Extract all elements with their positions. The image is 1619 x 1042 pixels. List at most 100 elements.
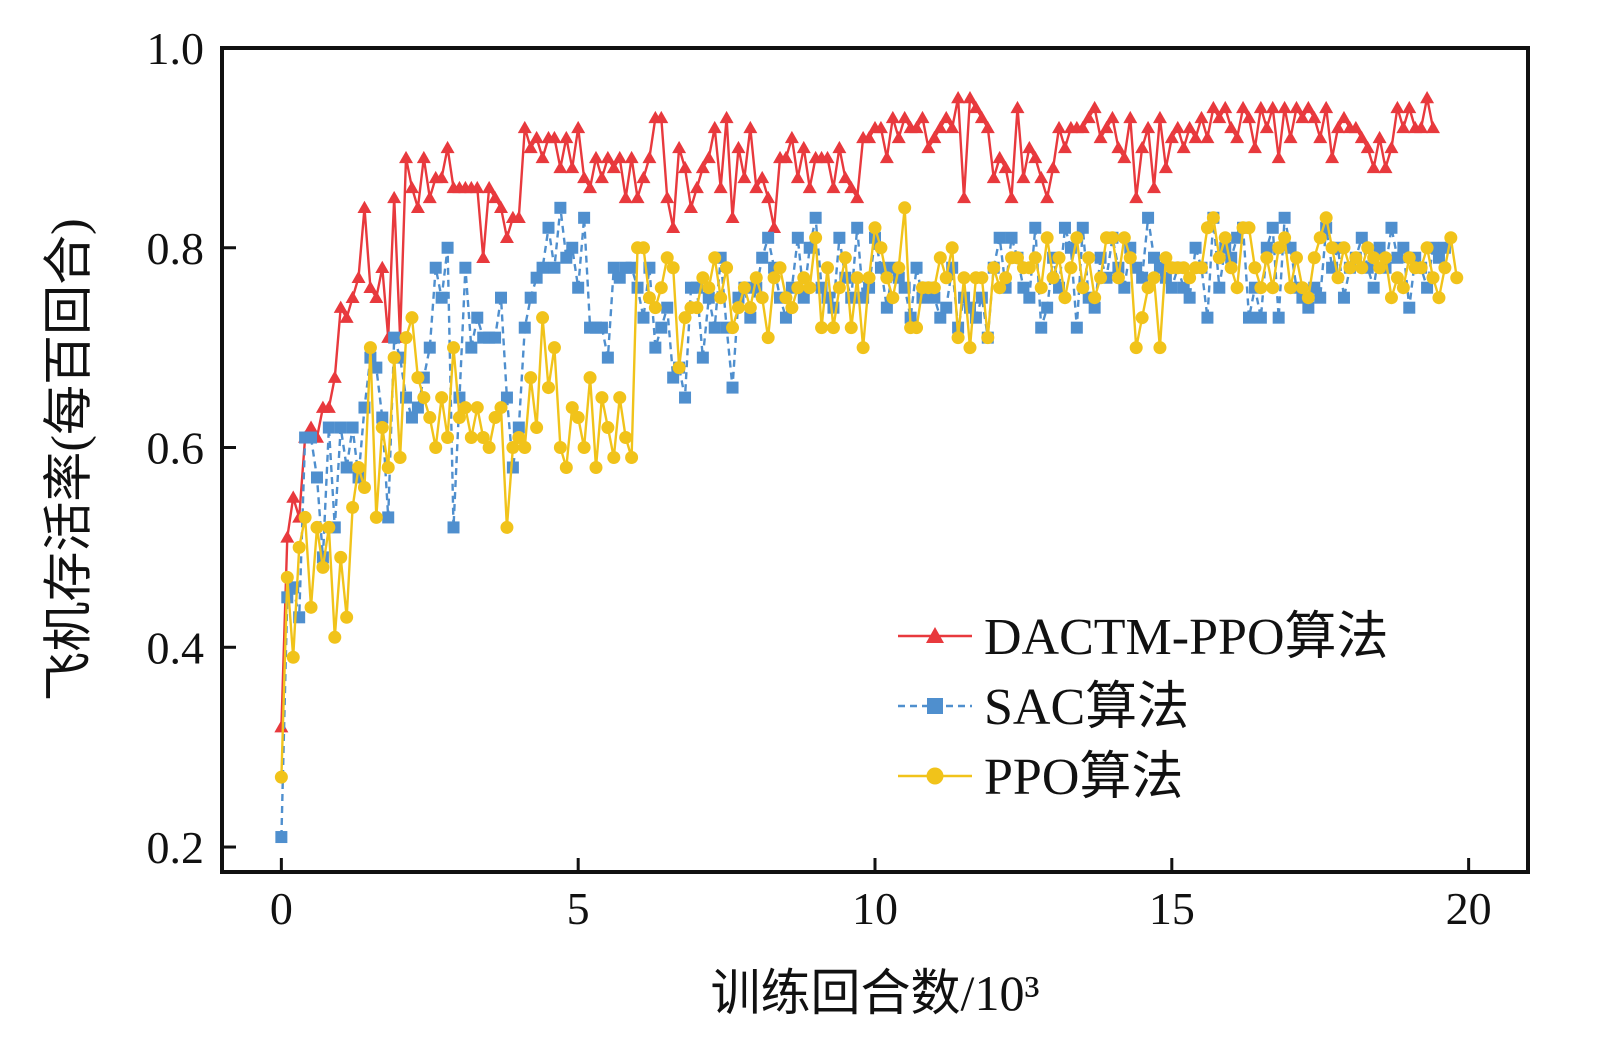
data-point-circle: [280, 570, 294, 584]
data-point-triangle: [767, 220, 782, 234]
data-point-circle: [963, 341, 977, 355]
data-point-circle: [1177, 261, 1191, 275]
legend-item: SAC算法: [898, 679, 1189, 736]
data-point-triangle: [974, 110, 989, 124]
data-point-triangle: [1004, 190, 1019, 204]
data-point-circle: [708, 251, 722, 265]
data-point-circle: [862, 271, 876, 285]
data-point-circle: [1367, 251, 1381, 265]
data-point-circle: [826, 321, 840, 335]
data-point-circle: [737, 281, 751, 295]
data-point-triangle: [333, 300, 348, 313]
data-point-triangle: [1241, 110, 1256, 124]
data-point-circle: [363, 341, 377, 355]
data-point-square: [1355, 231, 1368, 244]
data-point-square: [637, 311, 650, 324]
data-point-triangle: [1259, 120, 1274, 134]
data-point-circle: [476, 431, 490, 445]
data-point-circle: [1123, 251, 1137, 265]
data-point-circle: [1076, 281, 1090, 295]
data-point-triangle: [571, 120, 586, 134]
data-point-triangle: [280, 530, 295, 543]
data-point-triangle: [1200, 130, 1215, 144]
data-point-square: [560, 251, 573, 264]
data-point-triangle: [933, 120, 948, 134]
data-point-circle: [488, 411, 502, 425]
data-point-square: [1391, 251, 1404, 264]
data-point-triangle: [440, 140, 455, 154]
data-point-circle: [1289, 251, 1303, 265]
data-point-triangle: [660, 190, 675, 204]
data-point-triangle: [891, 130, 906, 144]
y-tick-label: 0.4: [147, 622, 205, 673]
data-point-circle: [423, 411, 437, 425]
data-point-triangle: [1384, 140, 1399, 154]
data-point-circle: [1426, 271, 1440, 285]
data-point-triangle: [404, 180, 419, 194]
data-point-triangle: [369, 290, 384, 303]
data-point-triangle: [1336, 110, 1351, 124]
data-point-circle: [809, 231, 823, 245]
data-point-circle: [292, 540, 306, 554]
data-point-square: [1432, 251, 1445, 264]
data-point-triangle: [992, 150, 1007, 164]
data-point-circle: [1147, 271, 1161, 285]
data-point-square: [851, 221, 864, 234]
data-point-triangle: [1390, 100, 1405, 114]
data-point-circle: [494, 401, 508, 415]
data-point-circle: [565, 401, 579, 415]
data-point-square: [1272, 311, 1285, 324]
x-axis-label: 训练回合数/10³: [711, 965, 1040, 1021]
data-point-circle: [1242, 221, 1256, 235]
data-point-square: [376, 411, 389, 424]
data-point-circle: [559, 460, 573, 474]
data-point-circle: [357, 480, 371, 494]
legend-label: PPO算法: [984, 749, 1183, 806]
data-point-triangle: [624, 150, 639, 164]
data-point-circle: [933, 251, 947, 265]
data-point-circle: [957, 271, 971, 285]
data-point-triangle: [1105, 110, 1120, 124]
data-point-triangle: [399, 150, 414, 164]
data-point-circle: [1070, 231, 1084, 245]
data-point-circle: [1319, 211, 1333, 225]
data-point-triangle: [701, 150, 716, 164]
data-point-square: [340, 461, 353, 474]
data-point-square: [554, 201, 567, 214]
data-point-circle: [542, 381, 555, 395]
data-point-circle: [850, 271, 864, 285]
data-point-circle: [702, 281, 716, 295]
data-point-square: [779, 311, 792, 324]
data-point-triangle: [1046, 160, 1061, 174]
data-point-triangle: [1093, 130, 1108, 144]
data-point-square: [542, 221, 555, 234]
data-point-circle: [939, 271, 953, 285]
data-point-circle: [1355, 261, 1369, 275]
data-point-circle: [910, 321, 924, 335]
data-point-triangle: [612, 150, 627, 164]
data-point-square: [506, 461, 519, 474]
data-point-triangle: [523, 140, 538, 154]
data-point-triangle: [482, 180, 497, 194]
data-point-square: [880, 301, 893, 314]
data-point-circle: [1082, 251, 1096, 265]
data-point-triangle: [743, 120, 758, 134]
data-point-circle: [1248, 261, 1262, 275]
data-point-square: [809, 211, 822, 224]
data-point-circle: [346, 500, 360, 514]
x-tick-label: 10: [852, 883, 898, 934]
data-point-circle: [654, 281, 668, 295]
data-point-triangle: [1265, 100, 1280, 114]
data-point-triangle: [879, 150, 894, 164]
data-point-triangle: [1022, 140, 1037, 154]
data-point-square: [833, 231, 846, 244]
data-point-circle: [660, 251, 674, 265]
data-point-triangle: [820, 150, 835, 164]
data-point-square: [1130, 261, 1143, 274]
data-point-circle: [1254, 281, 1268, 295]
data-point-circle: [1313, 231, 1327, 245]
data-point-square: [655, 321, 668, 334]
data-point-square: [649, 341, 662, 354]
data-point-circle: [726, 321, 740, 335]
x-tick-label: 20: [1446, 883, 1492, 934]
